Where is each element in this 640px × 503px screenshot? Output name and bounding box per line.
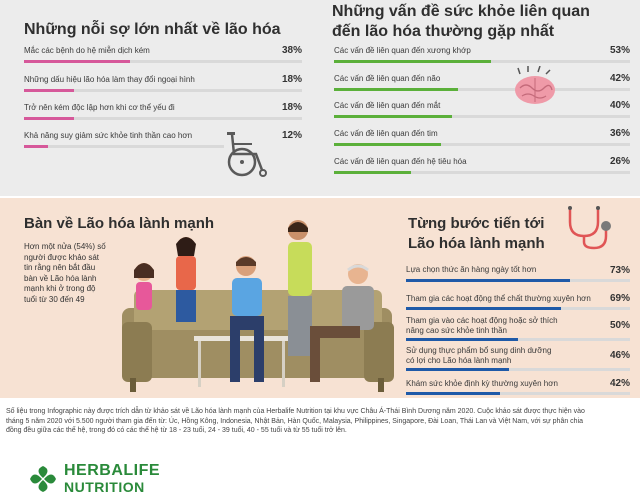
steps-title-line1: Từng bước tiến tới [408,215,545,232]
steps-pct: 42% [609,378,630,389]
logo-line2: NUTRITION [64,479,145,495]
herbalife-logo: HERBALIFE NUTRITION [28,462,248,496]
fears-pct: 12% [281,130,302,141]
fears-bar [24,145,48,148]
description-line: tin rằng nên bắt đầu [24,263,96,272]
logo-line1: HERBALIFE [64,462,161,479]
footnote-line: Số liệu trong Infographic này được trích… [6,408,585,415]
description-line: bàn về Lão hóa lành [24,273,97,283]
health-label: Các vấn đề liên quan đến mắt [334,101,441,110]
description-line: người được khảo sát [24,252,100,262]
fears-bar-track [24,60,302,63]
family-sofa-illustration [122,220,394,392]
steps-bar-track [406,368,630,371]
description-line: tuổi từ 30 đến 49 [24,294,85,304]
steps-bar [406,392,501,395]
steps-label: Sử dụng thực phẩm bổ sung dinh dưỡng [406,346,552,355]
steps-label: Lựa chọn thức ăn hàng ngày tốt hơn [406,265,537,274]
survey-footnote: Số liệu trong Infographic này được trích… [6,407,634,436]
steps-pct: 69% [609,293,630,304]
healthy-aging-title: Bàn về Lão hóa lành mạnh [24,215,215,232]
description-line: Hơn một nửa (54%) số [24,242,106,251]
steps-label: Khám sức khỏe định kỳ thường xuyên hơn [406,379,558,388]
fears-title: Những nỗi sợ lớn nhất về lão hóa [24,21,281,38]
fears-bar [24,60,130,63]
fears-panel: Những nỗi sợ lớn nhất về lão hóa Mắc các… [0,0,320,196]
health-bar [334,88,459,91]
steps-pct: 46% [609,350,630,361]
fears-label: Mắc các bệnh do hệ miễn dịch kém [24,46,150,55]
health-bar [334,115,453,118]
fears-label: Trở nên kém độc lập hơn khi cơ thể yếu đ… [24,103,175,112]
fears-pct: 38% [281,45,302,56]
health-pct: 36% [609,128,630,139]
steps-pct: 50% [609,320,630,331]
fears-pct: 18% [281,74,302,85]
fears-bar-track [24,117,302,120]
steps-bar-track [406,307,630,310]
healthy-aging-panel: Bàn về Lão hóa lành mạnh Hơn một nửa (54… [0,198,398,398]
steps-label: có lợi cho Lão hóa lành mạnh [406,356,512,365]
health-bar-track [334,143,630,146]
health-issues-title-line2: đến lão hóa thường gặp nhất [332,23,555,40]
steps-panel: Từng bước tiến tới Lão hóa lành mạnh Lựa… [398,198,640,398]
steps-bar [406,338,518,341]
herbalife-leaf-icon [30,466,56,492]
fears-label: Khả năng suy giảm sức khỏe tinh thần cao… [24,131,193,140]
steps-pct: 73% [609,265,630,276]
steps-bar-track [406,338,630,341]
health-label: Các vấn đề liên quan đến não [334,74,441,83]
health-bar-track [334,171,630,174]
steps-label: nâng cao sức khỏe tinh thần [406,326,507,335]
health-pct: 42% [609,73,630,84]
health-issues-panel: Những vấn đề sức khỏe liên quan đến lão … [320,0,640,196]
footnote-line: đồng đều giữa các thế hệ, trong đó có cá… [6,427,347,434]
description-line: mạnh khi ở trong độ [24,284,96,293]
steps-bar [406,279,570,282]
footnote-line: tháng 5 năm 2020 với 5.500 người tham gi… [6,417,584,425]
health-bar-track [334,115,630,118]
health-label: Các vấn đề liên quan đến tim [334,129,438,138]
brain-icon [515,66,555,104]
fears-label: Những dấu hiệu lão hóa làm thay đổi ngoạ… [24,75,195,84]
steps-bar-track [406,392,630,395]
health-bar [334,60,491,63]
stethoscope-icon [568,206,611,250]
health-bar [334,171,411,174]
health-bar-track [334,88,630,91]
fears-bar [24,89,75,92]
fears-bar-track [24,89,302,92]
fears-bar-track [24,145,224,148]
fears-bar [24,117,75,120]
wheelchair-icon [227,132,267,177]
steps-bar [406,307,561,310]
steps-title-line2: Lão hóa lành mạnh [408,235,545,252]
health-label: Các vấn đề liên quan đến xương khớp [334,46,471,55]
health-bar [334,143,441,146]
healthy-aging-description: Hơn một nửa (54%) số người được khảo sát… [24,242,106,305]
health-pct: 40% [609,100,630,111]
health-pct: 53% [609,45,630,56]
steps-label: Tham gia vào các hoạt động hoặc sở thích [406,316,558,325]
steps-label: Tham gia các hoạt động thể chất thường x… [406,294,591,303]
fears-pct: 18% [281,102,302,113]
health-pct: 26% [609,156,630,167]
health-issues-title-line1: Những vấn đề sức khỏe liên quan [332,3,590,20]
steps-bar-track [406,279,630,282]
steps-bar [406,368,510,371]
health-label: Các vấn đề liên quan đến hệ tiêu hóa [334,157,467,166]
health-bar-track [334,60,630,63]
